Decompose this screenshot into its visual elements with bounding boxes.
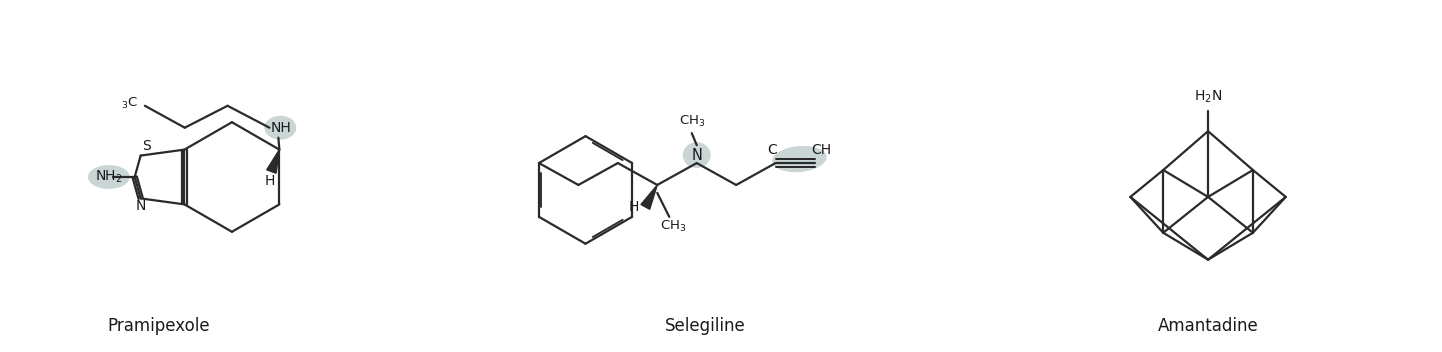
Text: N: N: [136, 199, 146, 213]
Text: H$_2$N: H$_2$N: [1194, 88, 1223, 105]
Text: H: H: [629, 200, 639, 214]
Text: S: S: [143, 139, 151, 153]
Ellipse shape: [771, 146, 826, 172]
Ellipse shape: [682, 142, 711, 168]
Text: Amantadine: Amantadine: [1158, 318, 1259, 335]
Polygon shape: [267, 150, 280, 173]
Text: N: N: [691, 147, 702, 163]
Text: CH$_3$: CH$_3$: [679, 114, 705, 129]
Text: NH: NH: [271, 121, 291, 135]
Text: H: H: [264, 175, 274, 188]
Ellipse shape: [88, 165, 130, 189]
Text: C: C: [767, 143, 776, 157]
Polygon shape: [640, 185, 658, 209]
Text: NH$_2$: NH$_2$: [95, 169, 123, 185]
Text: CH: CH: [810, 143, 831, 157]
Text: Pramipexole: Pramipexole: [108, 318, 211, 335]
Ellipse shape: [264, 116, 296, 140]
Text: Selegiline: Selegiline: [665, 318, 746, 335]
Text: CH$_3$: CH$_3$: [660, 219, 686, 234]
Text: $_3$C: $_3$C: [121, 96, 138, 111]
